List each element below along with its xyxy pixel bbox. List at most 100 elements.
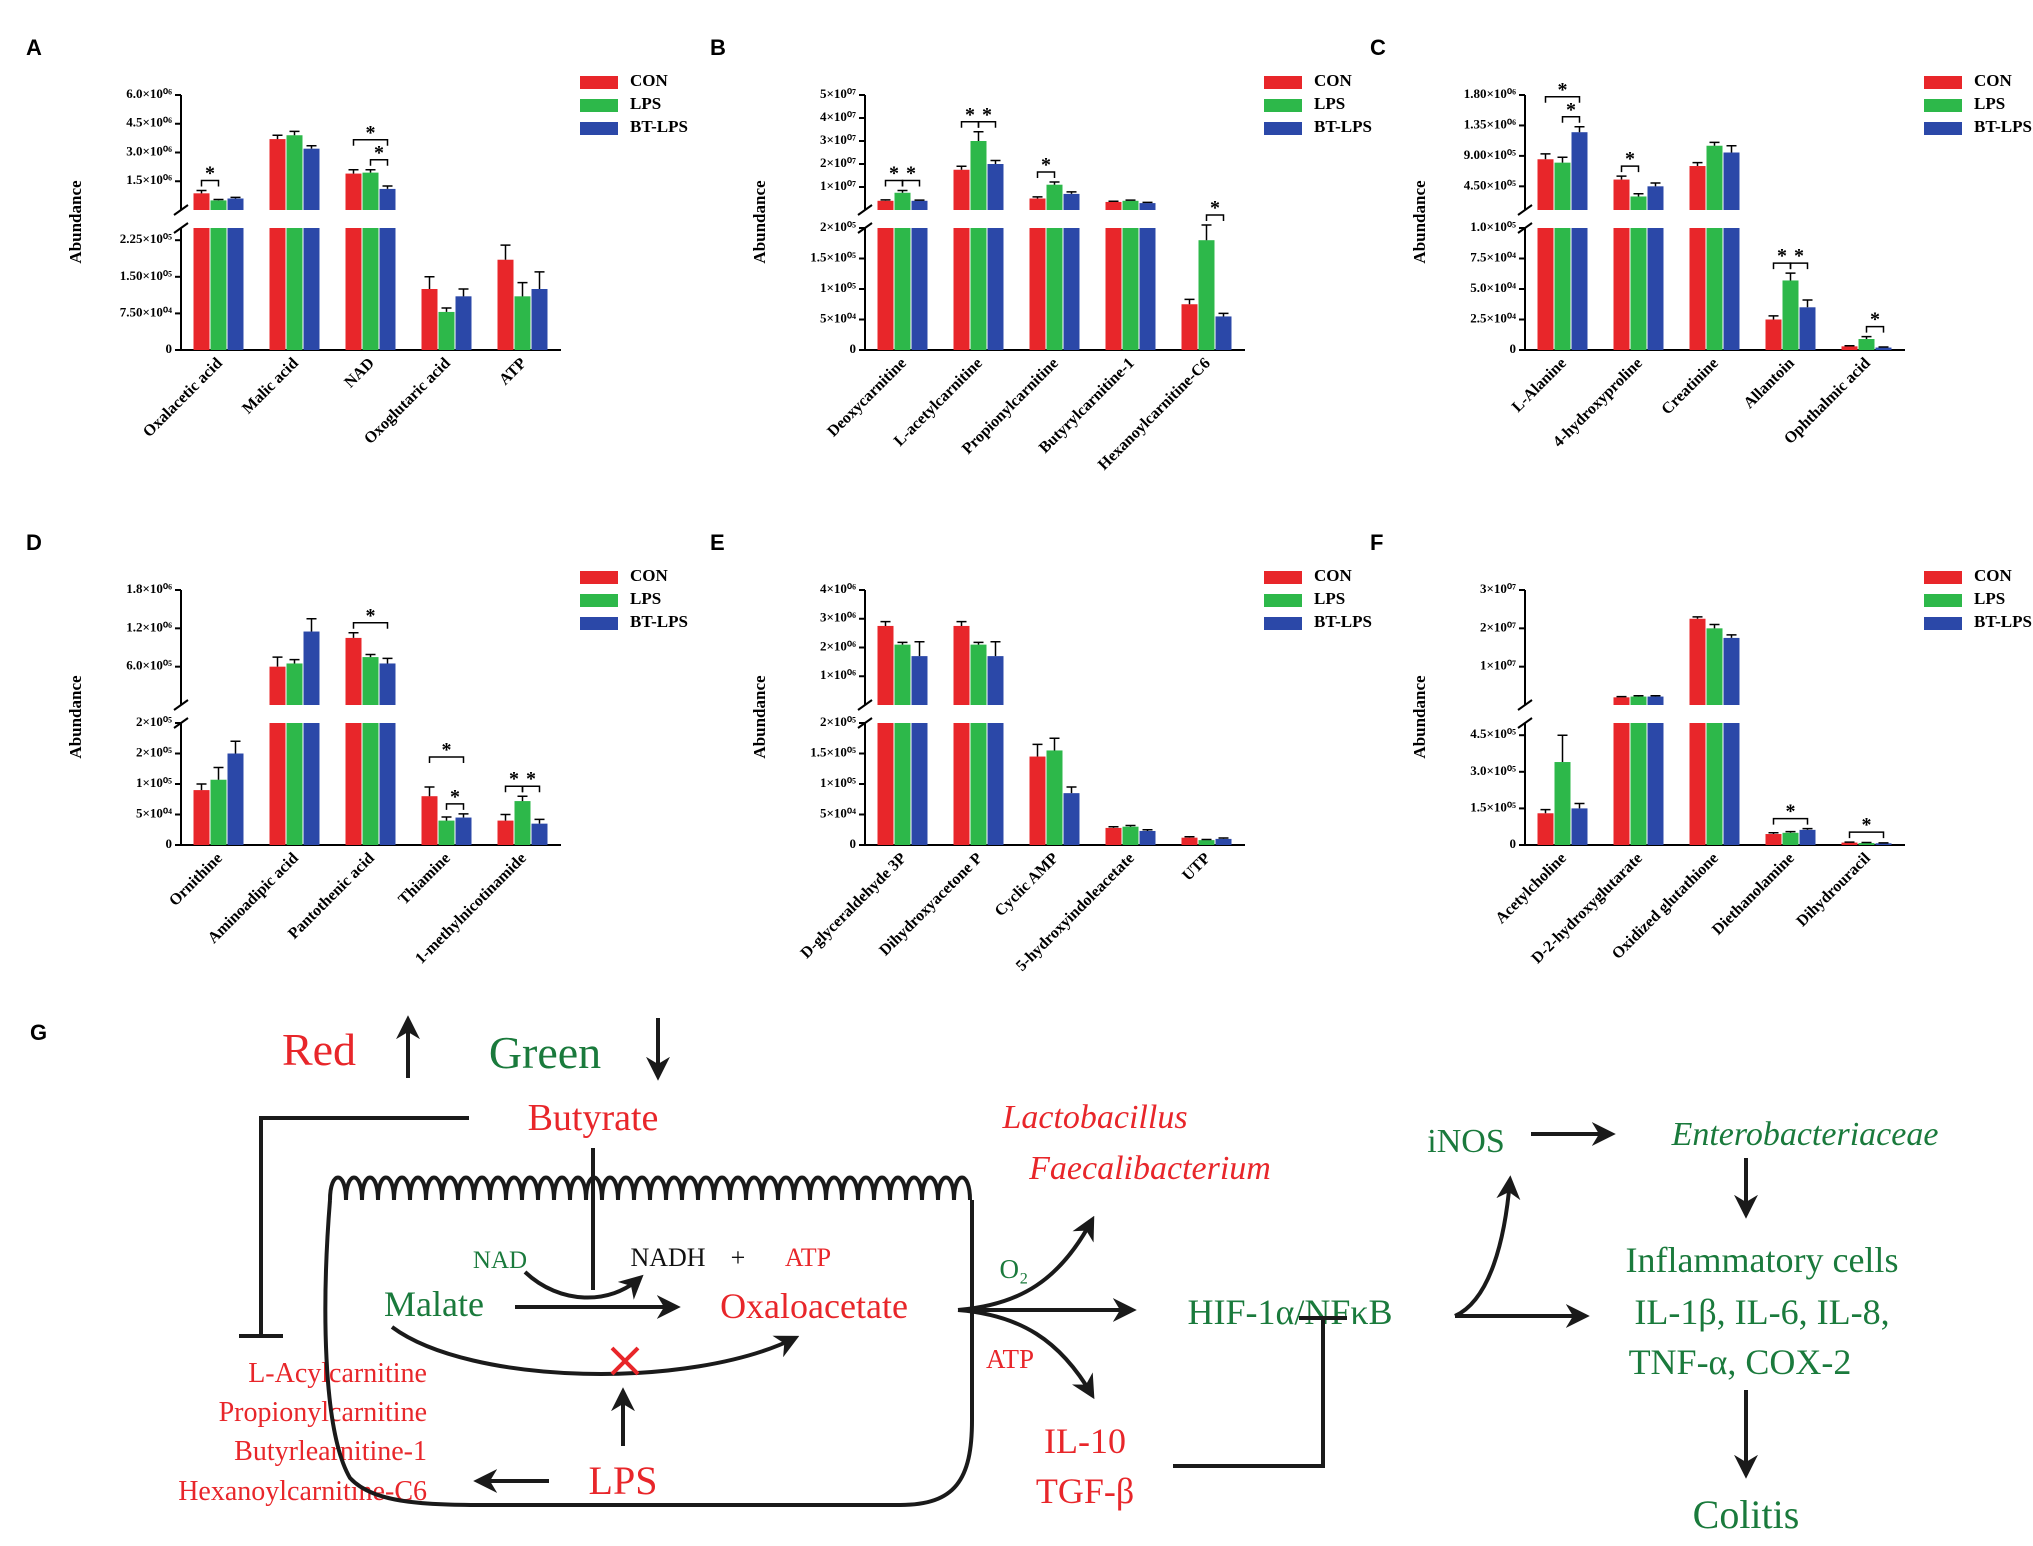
significance-bracket [521,785,541,793]
bar-segment [970,228,987,350]
significance-label: * [205,162,215,184]
error-bar [1142,201,1153,204]
error-bar [1125,199,1136,201]
plus: + [731,1243,746,1272]
error-bar [1802,827,1813,830]
bar [227,753,244,845]
bar-segment [1063,793,1080,845]
bar-segment [1841,346,1858,350]
bar-segment [193,790,210,845]
bar-segment [987,656,1004,705]
bar-segment [362,723,379,845]
error-bar [1633,695,1644,697]
bar [1105,201,1122,350]
error-bar [213,766,224,780]
error-bar [424,786,435,797]
x-tick-label: Dihydrouracil [1793,849,1874,930]
bar-segment [1029,756,1046,845]
y-tick-label: 1.0×10⁰⁵ [1470,219,1516,234]
panel-label: C [1370,35,1386,60]
x-tick-label: Malic acid [239,355,302,418]
error-bar [382,657,393,664]
error-bar [500,244,511,260]
significance-bracket [352,139,389,146]
legend-swatch [1264,571,1302,584]
y-tick-label: 1×10⁰⁵ [820,775,856,790]
error-bar [213,198,224,201]
bar-segment [953,723,970,845]
error-bar [534,271,545,289]
arrow [957,1308,1095,1400]
chart-panel: C Abundance 0 2.5×10⁰⁴ 5.0×10⁰⁴ 7.5×10⁰⁴ 1.0×1… [1370,35,2032,451]
bar-segment [1537,228,1554,350]
bar [227,198,244,350]
bar [379,188,396,350]
y-tick-label: 1.35×10⁰⁶ [1464,116,1516,131]
y-tick-label: 5×10⁰⁷ [820,86,856,101]
bar-segment [911,228,928,350]
error-bar [365,653,376,658]
bar-segment [1706,228,1723,350]
legend-swatch [1264,99,1302,112]
x-tick-label: Diethanolamine [1709,850,1798,939]
bar-segment [877,723,894,845]
y-tick-label: 1.8×10⁰⁶ [126,581,172,596]
bar-segment [1858,843,1875,845]
significance-label: * [965,104,975,126]
bar-segment [455,296,472,350]
bar-segment [1029,198,1046,210]
bar [1046,184,1063,350]
bar-segment [1706,628,1723,705]
panel-label: A [26,35,42,60]
y-tick-label: 4.5×10⁰⁶ [126,115,172,130]
bar-segment [1181,304,1198,350]
significance-bracket [1544,96,1581,103]
bar [894,192,911,350]
error-bar [973,641,984,645]
inhibit-line [259,1116,469,1336]
bar [362,657,379,845]
y-tick-label: 1.5×10⁰⁵ [1470,799,1516,814]
error-bar [914,641,925,657]
bar-segment [379,663,396,705]
y-tick-label: 3×10⁰⁷ [820,132,856,147]
bar [379,663,396,845]
bar [345,637,362,845]
significance-bracket [369,159,389,166]
error-bar [880,620,891,626]
bar [1875,843,1892,845]
bar [970,644,987,845]
bar [210,200,227,350]
arrow [390,1325,800,1376]
enterobacteriaceae: Enterobacteriaceae [1671,1116,1939,1153]
bar [1630,196,1647,350]
error-bar [1878,346,1889,348]
bar-segment [1782,280,1799,350]
significance-label: * [1041,154,1051,176]
y-tick-label: 1×10⁰⁵ [136,775,172,790]
bar [455,817,472,845]
legend-swatch [580,571,618,584]
bar-segment [1105,827,1122,845]
significance-bracket [445,803,465,810]
y-tick-label: 1.5×10⁰⁵ [810,249,856,264]
nad: NAD [473,1247,527,1274]
y-tick-label: 3×10⁰⁷ [1480,581,1516,596]
error-bar [1557,156,1568,163]
error-bar [1844,344,1855,347]
error-bar [1218,837,1229,839]
arrow [1454,1175,1521,1318]
y-tick-label: 3×10⁰⁶ [820,610,856,625]
error-bar [956,620,967,626]
bar [1765,834,1782,845]
atp: ATP [785,1243,831,1272]
bar-segment [1554,228,1571,350]
bar-segment [269,139,286,210]
significance-label: * [366,605,376,627]
bar-segment [1537,813,1554,845]
bar-segment [1723,637,1740,705]
bar-segment [362,657,379,705]
error-bar [289,130,300,136]
significance-label: * [450,786,460,808]
x-tick-label: Cyclic AMP [992,850,1062,920]
